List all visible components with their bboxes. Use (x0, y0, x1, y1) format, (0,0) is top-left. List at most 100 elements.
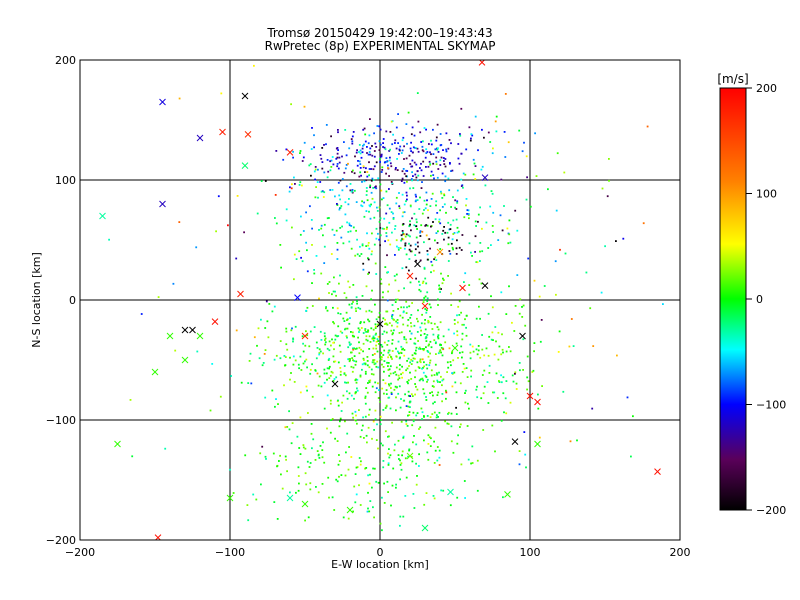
data-point-1195 (249, 352, 252, 355)
data-point-568 (447, 177, 450, 180)
data-point-187 (344, 167, 347, 170)
data-point-368 (443, 203, 446, 206)
data-point-2028 (405, 405, 408, 407)
data-point-1127 (331, 418, 334, 420)
data-point-1656 (488, 335, 491, 338)
data-point-1480 (405, 423, 408, 425)
data-point-148 (326, 159, 329, 161)
large-marker-9 (211, 318, 219, 325)
data-point-2056 (504, 93, 507, 95)
data-point-77 (375, 187, 378, 190)
data-point-1854 (367, 491, 369, 494)
data-point-1912 (440, 489, 443, 492)
data-point-1790 (381, 496, 383, 499)
data-point-664 (302, 230, 305, 232)
data-point-252 (375, 146, 378, 148)
data-point-1775 (347, 517, 350, 520)
data-point-1571 (455, 413, 458, 415)
data-point-1031 (360, 327, 363, 329)
data-point-449 (509, 241, 512, 244)
data-point-1326 (304, 344, 307, 347)
data-point-1306 (437, 352, 440, 355)
data-point-892 (426, 300, 429, 302)
data-point-788 (332, 321, 334, 323)
data-point-2041 (253, 64, 255, 67)
data-point-1847 (373, 516, 375, 519)
data-point-1438 (395, 355, 398, 358)
data-point-1713 (297, 489, 300, 492)
data-point-53 (441, 172, 444, 175)
data-point-1270 (426, 297, 429, 300)
data-point-1080 (422, 388, 425, 391)
data-point-1292 (351, 334, 354, 337)
data-point-1676 (467, 402, 469, 405)
data-point-1349 (310, 432, 313, 435)
data-point-1941 (538, 436, 541, 439)
data-point-1636 (337, 335, 340, 337)
chart-subtitle: RwPretec (8p) EXPERIMENTAL SKYMAP (264, 39, 496, 53)
data-point-742 (460, 249, 463, 251)
data-point-649 (295, 258, 298, 260)
data-point-1073 (438, 284, 440, 287)
data-point-292 (363, 127, 366, 130)
data-point-1135 (273, 358, 276, 361)
data-point-1320 (387, 340, 390, 342)
data-point-1304 (407, 405, 410, 408)
data-point-293 (432, 128, 434, 131)
data-point-369 (410, 250, 413, 253)
data-point-1819 (399, 459, 401, 462)
data-point-907 (320, 385, 323, 388)
data-point-1049 (522, 369, 524, 371)
data-point-232 (345, 185, 348, 188)
data-point-413 (467, 209, 470, 212)
data-point-765 (416, 412, 419, 414)
data-point-585 (385, 160, 388, 163)
data-point-735 (444, 231, 447, 234)
data-point-1495 (328, 377, 331, 379)
data-point-820 (439, 381, 441, 383)
data-point-652 (394, 228, 396, 230)
data-point-880 (400, 373, 402, 376)
data-point-224 (422, 160, 425, 163)
data-point-846 (407, 394, 410, 397)
data-point-139 (430, 170, 433, 173)
data-point-230 (351, 191, 354, 194)
data-point-1159 (424, 319, 426, 321)
data-point-1260 (348, 286, 351, 289)
data-point-1000 (434, 256, 437, 259)
data-point-869 (367, 329, 369, 332)
data-point-1764 (305, 483, 308, 486)
data-point-1198 (289, 356, 291, 359)
data-point-1789 (318, 457, 321, 459)
data-point-849 (423, 333, 426, 335)
data-point-118 (379, 183, 382, 186)
large-marker-11 (189, 326, 196, 334)
data-point-1653 (395, 273, 398, 276)
data-point-1773 (387, 452, 389, 455)
data-point-1002 (350, 306, 353, 309)
data-point-85 (406, 194, 408, 197)
data-point-1506 (446, 371, 448, 373)
data-point-570 (323, 223, 326, 226)
data-point-1786 (317, 384, 320, 387)
data-point-1926 (280, 473, 282, 476)
data-point-1957 (229, 468, 231, 471)
data-point-46 (369, 147, 372, 150)
data-point-1240 (440, 344, 442, 346)
data-point-270 (380, 155, 383, 158)
data-point-1225 (370, 310, 373, 313)
data-point-699 (408, 258, 411, 260)
data-point-1751 (394, 443, 396, 446)
large-marker-13 (114, 440, 121, 448)
data-point-1696 (632, 415, 634, 418)
data-point-129 (314, 166, 317, 168)
data-point-2038 (326, 394, 329, 397)
data-point-965 (405, 338, 407, 341)
data-point-1048 (335, 294, 337, 297)
data-point-1108 (337, 361, 340, 364)
data-point-127 (432, 162, 435, 165)
data-point-1428 (435, 416, 438, 419)
data-point-958 (503, 411, 505, 414)
data-point-2018 (260, 180, 263, 182)
data-point-328 (388, 207, 391, 210)
